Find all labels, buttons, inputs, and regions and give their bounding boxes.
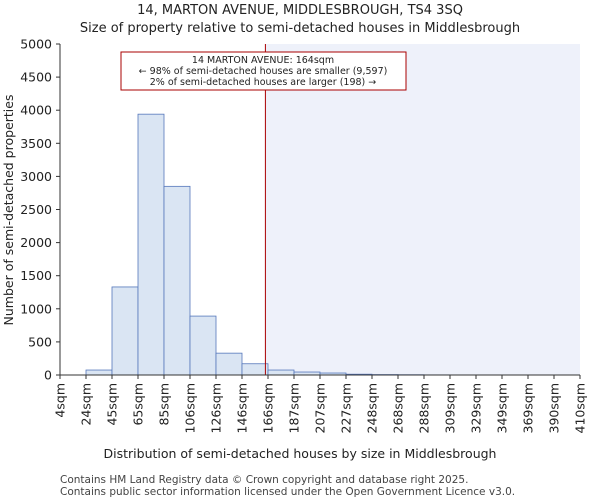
- x-axis-label: Distribution of semi-detached houses by …: [104, 446, 497, 461]
- x-tick-label: 288sqm: [417, 383, 432, 433]
- x-tick-label: 4sqm: [53, 383, 68, 418]
- plot-area: 0 500 1000 1500 2000 2500 3000 3500 4000 4500 5000…: [20, 37, 587, 434]
- bar: [241, 363, 269, 376]
- bar: [189, 315, 217, 376]
- annotation-border: [120, 51, 407, 91]
- x-tick-label: 85sqm: [157, 383, 172, 426]
- chart-subtitle: Size of property relative to semi-detach…: [80, 21, 520, 36]
- annotation-line-1: 14 MARTON AVENUE: 164sqm: [192, 55, 334, 66]
- y-tick-label: 0: [44, 368, 52, 383]
- x-tick-label: 227sqm: [339, 383, 354, 433]
- y-tick-label: 4000: [20, 103, 52, 118]
- y-tick-label: 5000: [20, 37, 52, 52]
- x-tick-label: 65sqm: [131, 383, 146, 426]
- x-tick-label: 390sqm: [547, 383, 562, 433]
- x-tick-label: 410sqm: [573, 383, 588, 433]
- annotation-line-3: 2% of semi-detached houses are larger (1…: [150, 77, 377, 88]
- y-axis-label: Number of semi-detached properties: [1, 95, 16, 326]
- x-tick-label: 106sqm: [183, 383, 198, 433]
- x-tick-label: 45sqm: [105, 383, 120, 426]
- y-tick-label: 2000: [20, 235, 52, 250]
- x-tick-label: 369sqm: [521, 383, 536, 433]
- footer-line-2: Contains public sector information licen…: [60, 486, 515, 498]
- bar: [267, 369, 295, 376]
- x-tick-label: 146sqm: [235, 383, 250, 433]
- bar: [137, 113, 165, 376]
- bar: [111, 286, 139, 376]
- highlight-region: [265, 44, 580, 375]
- y-tick-label: 3000: [20, 169, 52, 184]
- y-tick-label: 3500: [20, 136, 52, 151]
- x-tick-label: 166sqm: [261, 383, 276, 433]
- bar: [163, 185, 191, 376]
- x-tick-label: 24sqm: [79, 383, 94, 426]
- x-tick-label: 349sqm: [495, 383, 510, 433]
- y-tick-label: 1500: [20, 268, 52, 283]
- x-tick-label: 309sqm: [443, 383, 458, 433]
- annotation-box: 14 MARTON AVENUE: 164sqm ← 98% of semi-d…: [120, 51, 407, 91]
- x-tick-label: 248sqm: [365, 383, 380, 433]
- x-tick-label: 207sqm: [313, 383, 328, 433]
- chart-title: 14, MARTON AVENUE, MIDDLESBROUGH, TS4 3S…: [137, 3, 463, 18]
- annotation-line-2: ← 98% of semi-detached houses are smalle…: [139, 66, 388, 77]
- x-tick-label: 187sqm: [287, 383, 302, 433]
- x-tick-label: 126sqm: [209, 383, 224, 433]
- footer-line-1: Contains HM Land Registry data © Crown c…: [60, 474, 468, 486]
- y-tick-label: 1000: [20, 301, 52, 316]
- x-tick-label: 268sqm: [391, 383, 406, 433]
- bar: [85, 369, 113, 376]
- y-tick-label: 500: [28, 334, 52, 349]
- y-tick-label: 2500: [20, 202, 52, 217]
- x-tick-label: 329sqm: [469, 383, 484, 433]
- bar: [215, 352, 243, 376]
- y-tick-label: 4500: [20, 70, 52, 85]
